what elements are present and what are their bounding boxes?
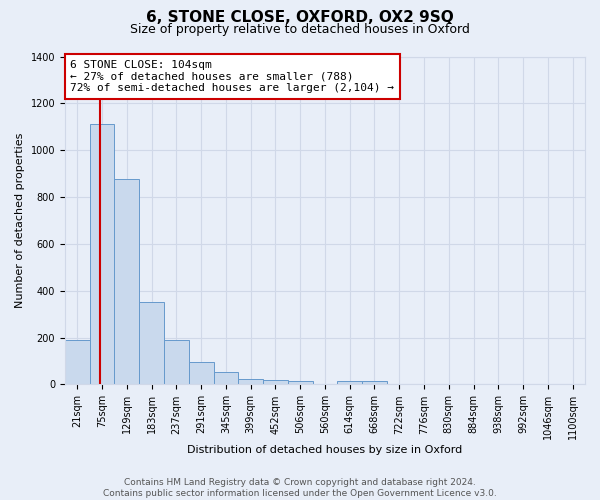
Bar — [238, 378, 263, 384]
Bar — [139, 302, 164, 384]
Bar — [164, 340, 189, 384]
Text: 6 STONE CLOSE: 104sqm
← 27% of detached houses are smaller (788)
72% of semi-det: 6 STONE CLOSE: 104sqm ← 27% of detached … — [70, 60, 394, 93]
Bar — [189, 362, 214, 384]
Bar — [89, 124, 115, 384]
Y-axis label: Number of detached properties: Number of detached properties — [15, 133, 25, 308]
Bar — [362, 381, 387, 384]
X-axis label: Distribution of detached houses by size in Oxford: Distribution of detached houses by size … — [187, 445, 463, 455]
Bar — [214, 372, 238, 384]
Bar — [65, 340, 89, 384]
Bar — [263, 380, 288, 384]
Text: Contains HM Land Registry data © Crown copyright and database right 2024.
Contai: Contains HM Land Registry data © Crown c… — [103, 478, 497, 498]
Bar — [288, 381, 313, 384]
Text: Size of property relative to detached houses in Oxford: Size of property relative to detached ho… — [130, 22, 470, 36]
Text: 6, STONE CLOSE, OXFORD, OX2 9SQ: 6, STONE CLOSE, OXFORD, OX2 9SQ — [146, 10, 454, 25]
Bar — [115, 180, 139, 384]
Bar — [337, 381, 362, 384]
